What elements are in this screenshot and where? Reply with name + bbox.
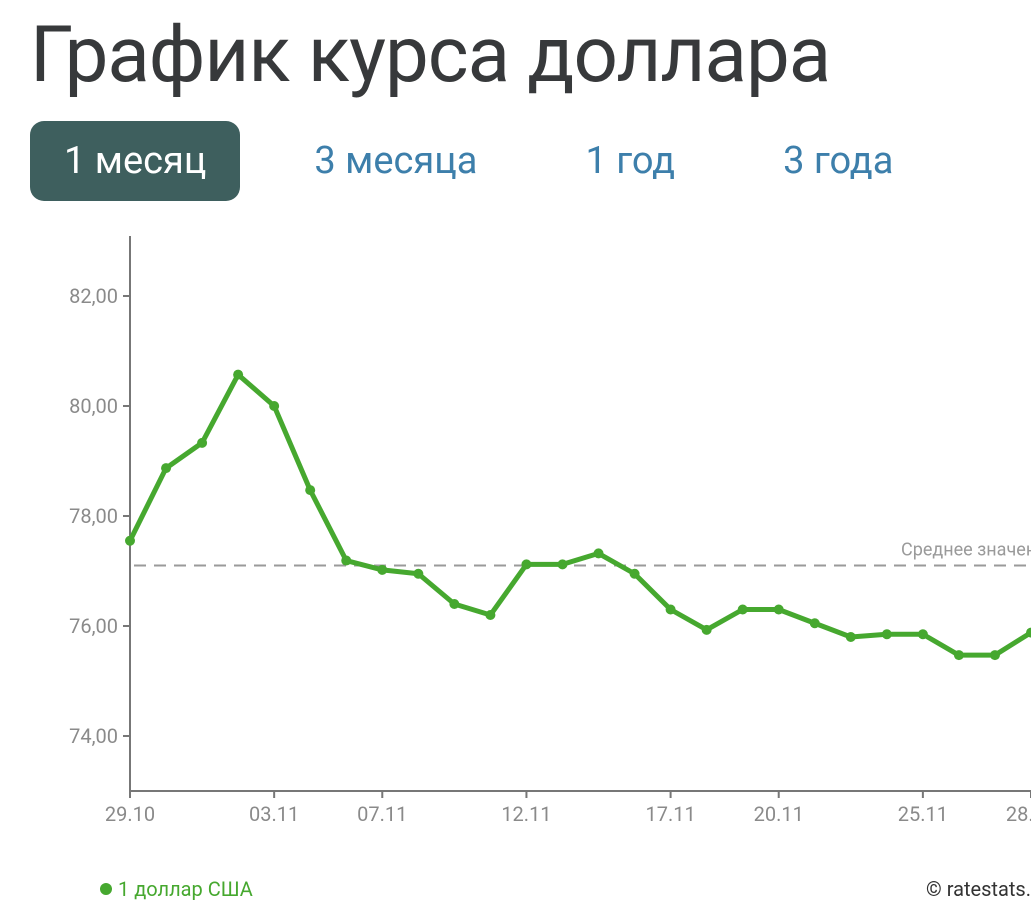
legend-dot-icon (100, 883, 112, 895)
tab-3[interactable]: 3 года (749, 121, 927, 201)
page-root: График курса доллара 1 месяц 3 месяца 1 го… (0, 0, 1031, 919)
svg-text:74,00: 74,00 (69, 724, 118, 748)
tab-1[interactable]: 3 месяца (280, 121, 511, 201)
svg-text:17.11: 17.11 (645, 802, 695, 826)
tab-0[interactable]: 1 месяц (30, 121, 240, 201)
chart-svg: 74,00 76,00 78,00 80,00 82,00 29.10 03.11 07.11… (30, 231, 1031, 831)
svg-text:76,00: 76,00 (69, 614, 118, 638)
svg-text:28.11: 28.11 (1006, 802, 1031, 826)
svg-text:80,00: 80,00 (69, 394, 118, 418)
svg-text:12.11: 12.11 (501, 802, 551, 826)
svg-text:29.10: 29.10 (105, 802, 155, 826)
svg-text:82,00: 82,00 (69, 284, 118, 308)
range-tabs: 1 месяц 3 месяца 1 год 3 года (30, 121, 1031, 201)
svg-text:03.11: 03.11 (249, 802, 299, 826)
svg-text:Среднее значение: 77,: Среднее значение: 77, (901, 540, 1031, 561)
copyright-text: © ratestats. (926, 877, 1031, 901)
svg-text:78,00: 78,00 (69, 504, 118, 528)
tab-2[interactable]: 1 год (551, 121, 709, 201)
page-title: График курса доллара (30, 10, 1031, 101)
legend-label: 1 доллар США (118, 877, 253, 901)
chart-footer: 1 доллар США © ratestats. (30, 877, 1031, 901)
svg-text:20.11: 20.11 (754, 802, 804, 826)
svg-text:07.11: 07.11 (357, 802, 407, 826)
chart-container: 74,00 76,00 78,00 80,00 82,00 29.10 03.11 07.11… (30, 231, 1031, 871)
legend: 1 доллар США (100, 877, 253, 901)
svg-text:25.11: 25.11 (898, 802, 948, 826)
